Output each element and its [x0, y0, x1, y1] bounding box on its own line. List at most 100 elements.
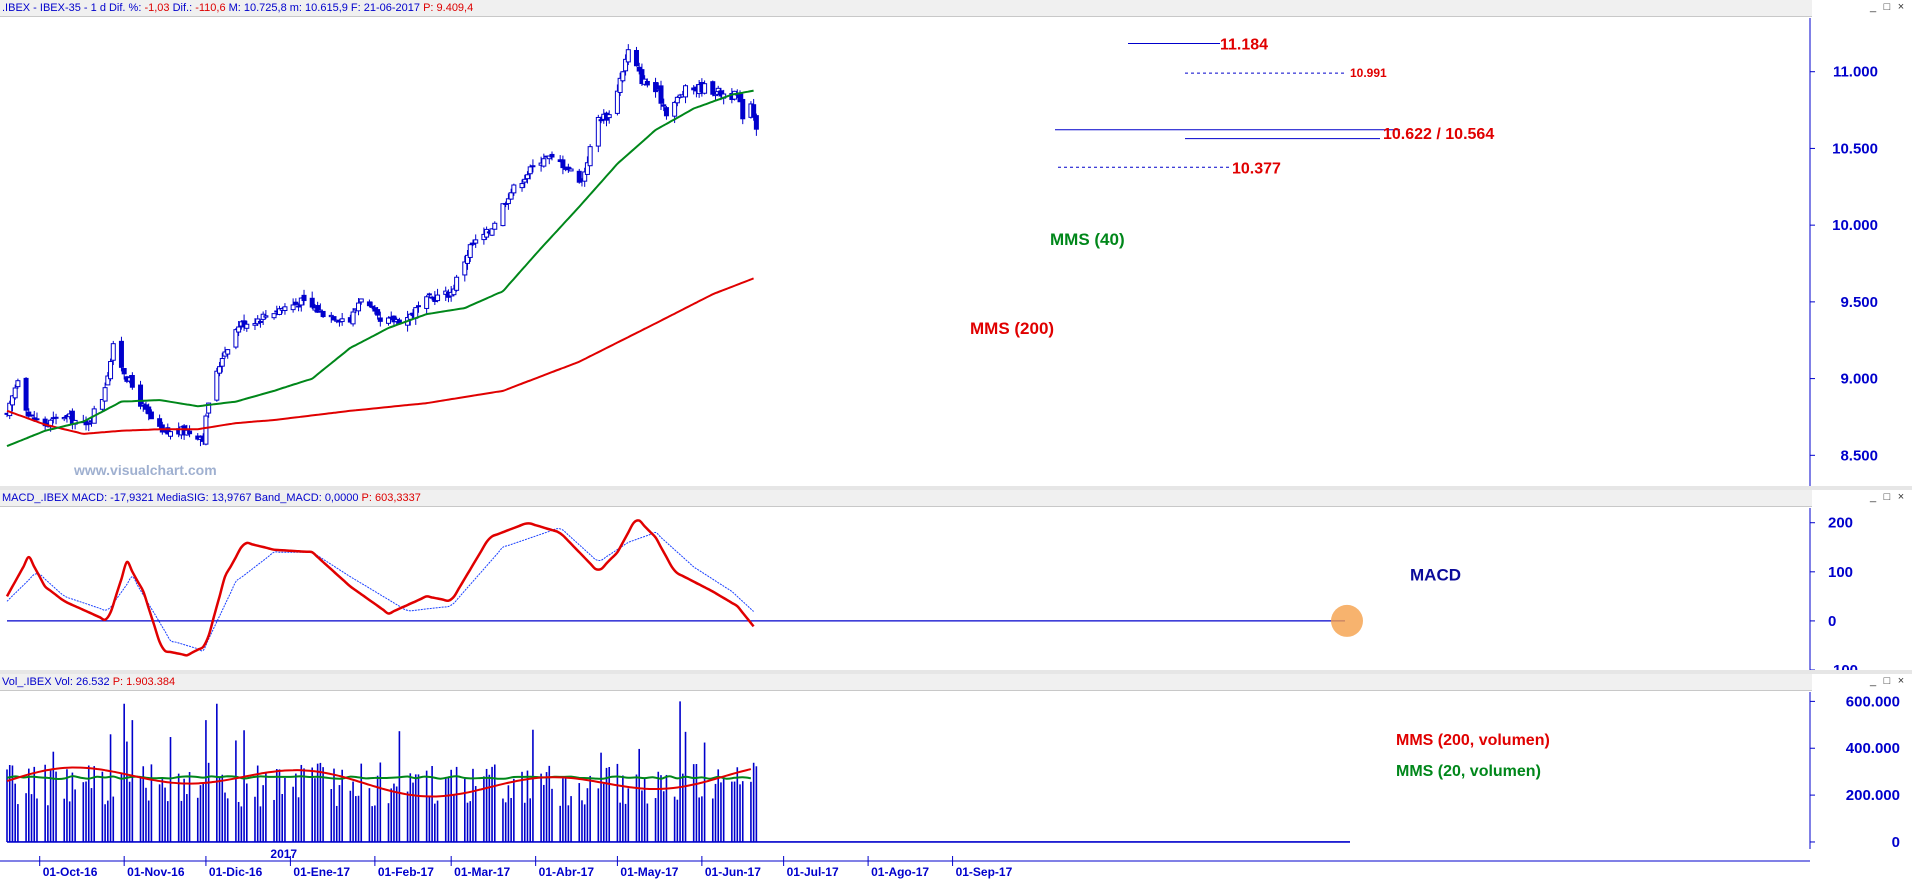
close-icon[interactable]: × — [1897, 675, 1905, 687]
candle-body — [369, 305, 375, 308]
macd-chart[interactable]: -100 0 100 200 MACD — [0, 490, 1912, 670]
candle-body — [298, 297, 304, 306]
level-10622-label: 10.622 / 10.564 — [1383, 126, 1494, 143]
x-axis-label: 01-Jun-17 — [705, 865, 761, 879]
candle-body — [524, 174, 530, 180]
candle-body — [118, 340, 124, 368]
candle-body — [644, 80, 650, 86]
candle-body — [435, 294, 441, 302]
volume-y-tick-label: 200.000 — [1846, 787, 1900, 804]
candle-body — [320, 310, 326, 318]
price-panel: .IBEX - IBEX-35 - 1 d Dif. %: -1,03 Dif.… — [0, 0, 1912, 486]
candle-body — [366, 301, 372, 307]
candle-body — [702, 83, 708, 94]
candle-body — [331, 316, 337, 321]
candle-body — [424, 296, 430, 309]
candle-body — [623, 58, 629, 72]
minimize-icon[interactable]: _ — [1869, 491, 1877, 503]
candle-body — [674, 96, 680, 104]
macd-y-tick-label: 200 — [1828, 515, 1853, 532]
crossover-highlight — [1331, 604, 1363, 637]
candle-body — [356, 302, 362, 312]
mms40-line — [6, 89, 754, 448]
candle-body — [301, 294, 307, 302]
candle-body — [339, 318, 345, 323]
panel-divider[interactable] — [0, 486, 1912, 490]
candle-body — [214, 370, 220, 401]
candle-body — [217, 366, 223, 374]
candle-body — [99, 398, 105, 410]
candle-body — [358, 298, 364, 303]
candle-body — [718, 90, 724, 97]
candle-body — [614, 90, 620, 114]
candle-body — [252, 323, 258, 326]
maximize-icon[interactable]: □ — [1883, 491, 1891, 503]
candle-body — [157, 418, 163, 427]
candle-body — [377, 317, 383, 322]
candle-body — [505, 198, 511, 205]
close-icon[interactable]: × — [1897, 491, 1905, 503]
volume-mms200-line — [6, 766, 752, 798]
candle-body — [61, 417, 67, 420]
maximize-icon[interactable]: □ — [1883, 675, 1891, 687]
mms200-annotation: MMS (200) — [970, 319, 1054, 338]
candle-body — [527, 166, 533, 175]
close-icon[interactable]: × — [1897, 1, 1905, 13]
candle-body — [328, 314, 334, 318]
candle-body — [639, 69, 645, 85]
price-chart[interactable]: 8.500 9.000 9.500 10.000 10.500 11.000 11.184 1… — [0, 0, 1912, 486]
watermark: www.visualchart.com — [74, 462, 217, 478]
candle-body — [121, 368, 127, 375]
candle-body — [108, 361, 114, 380]
level-10991-label: 10.991 — [1350, 66, 1387, 80]
minimize-icon[interactable]: _ — [1869, 675, 1877, 687]
candle-body — [598, 119, 604, 122]
panel-divider[interactable] — [0, 670, 1912, 674]
maximize-icon[interactable]: □ — [1883, 1, 1891, 13]
candle-body — [633, 49, 639, 67]
x-axis-label: 01-Abr-17 — [539, 865, 595, 879]
candle-body — [451, 288, 457, 296]
macd-signal-line — [6, 528, 754, 652]
candle-body — [26, 411, 32, 417]
candle-body — [296, 305, 302, 308]
candle-body — [462, 261, 468, 276]
price-panel-title: .IBEX - IBEX-35 - 1 d Dif. %: -1,03 Dif.… — [0, 0, 1812, 17]
price-title-part: -110,6 — [195, 2, 226, 14]
candle-body — [263, 315, 269, 318]
candle-body — [489, 228, 495, 236]
candle-body — [277, 308, 282, 315]
candle-body — [203, 415, 209, 445]
price-y-tick-label: 10.500 — [1832, 140, 1878, 157]
candle-body — [492, 222, 498, 230]
x-axis-label: 01-Jul-17 — [787, 865, 839, 879]
volume-chart[interactable]: 0 200.000 400.000 600.000 MMS (200, volumen)… — [0, 674, 1912, 892]
candle-body — [663, 107, 669, 117]
candle-body — [271, 313, 277, 319]
price-y-tick-label: 9.500 — [1840, 294, 1878, 311]
x-axis-label: 01-Nov-16 — [127, 865, 185, 879]
candle-body — [165, 427, 171, 435]
candle-body — [168, 431, 173, 437]
candle-body — [595, 116, 601, 147]
candle-body — [236, 326, 242, 333]
volume-mms20-annotation: MMS (20, volumen) — [1396, 763, 1541, 780]
candle-body — [753, 115, 759, 130]
candle-body — [522, 178, 528, 183]
candle-body — [225, 349, 231, 355]
candle-body — [740, 98, 746, 120]
candle-body — [625, 49, 631, 63]
candle-body — [454, 276, 460, 291]
level-10377-label: 10.377 — [1232, 160, 1281, 177]
candle-body — [751, 104, 757, 118]
candle-body — [9, 395, 15, 406]
x-axis-label: 01-Dic-16 — [209, 865, 263, 879]
candle-body — [426, 293, 432, 296]
candle-body — [293, 301, 299, 305]
candle-body — [7, 402, 13, 417]
volume-panel: Vol_.IBEX Vol: 26.532 P: 1.903.384 _ □ × 0… — [0, 674, 1912, 892]
candle-body — [244, 323, 250, 329]
candle-body — [146, 406, 152, 415]
minimize-icon[interactable]: _ — [1869, 1, 1877, 13]
candle-body — [549, 153, 555, 158]
